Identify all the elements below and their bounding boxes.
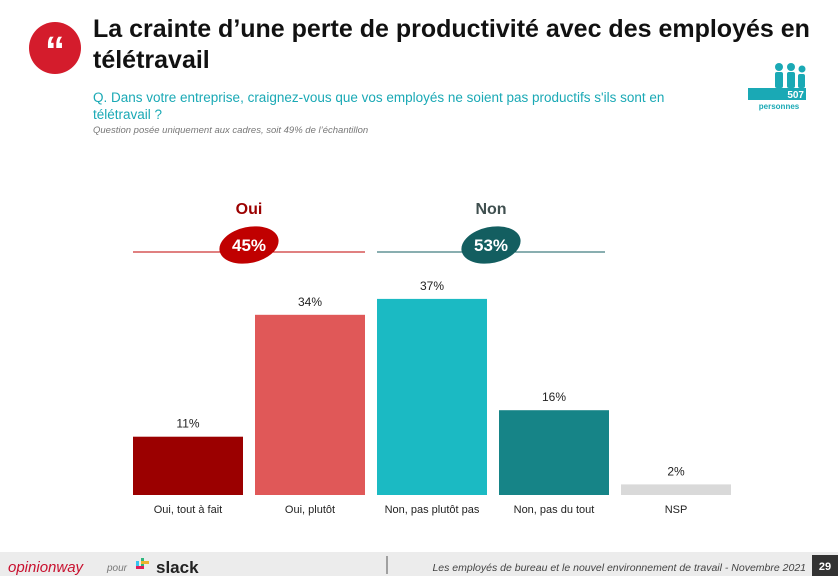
footer-brand: opinionway <box>8 559 85 576</box>
footer-prefix: pour <box>106 563 128 574</box>
question: Q. Dans votre entreprise, craignez-vous … <box>93 90 665 122</box>
chart: 11% Oui, tout à fait 34% Oui, plutôt 37% Non,… <box>133 201 731 516</box>
footer-text: Les employés de bureau et le nouvel envi… <box>432 562 806 574</box>
category-label: Non, pas du tout <box>514 504 595 516</box>
value-label: 2% <box>667 464 685 478</box>
slack-logo <box>136 558 149 569</box>
title: La crainte d’une perte de productivité a… <box>93 15 810 74</box>
bar <box>621 484 731 495</box>
value-label: 11% <box>176 417 199 431</box>
people-icon <box>748 63 806 100</box>
group-name: Non <box>475 201 506 218</box>
value-label: 34% <box>298 295 322 309</box>
bar <box>255 314 365 495</box>
category-label: NSP <box>665 504 688 516</box>
group-total: 53% <box>474 236 508 255</box>
quote-icon <box>29 22 81 74</box>
group-total: 45% <box>232 236 266 255</box>
badge-count: 507 <box>787 90 804 101</box>
note: Question posée uniquement aux cadres, so… <box>93 125 369 136</box>
value-label: 16% <box>542 390 566 404</box>
value-label: 37% <box>420 279 444 293</box>
category-label: Oui, tout à fait <box>154 504 222 516</box>
footer-partner: slack <box>156 558 199 576</box>
category-label: Oui, plutôt <box>285 504 335 516</box>
badge-label: personnes <box>759 102 800 111</box>
group-name: Oui <box>236 201 263 218</box>
bar <box>133 436 243 495</box>
quote-glyph: “ <box>45 29 65 73</box>
page-box <box>812 555 838 576</box>
group-badge <box>219 226 279 264</box>
footer-bar <box>0 552 838 576</box>
bar <box>377 298 487 495</box>
category-label: Non, pas plutôt pas <box>385 504 480 516</box>
group-badge <box>461 226 521 264</box>
bar <box>499 410 609 495</box>
page-number: 29 <box>819 561 831 573</box>
